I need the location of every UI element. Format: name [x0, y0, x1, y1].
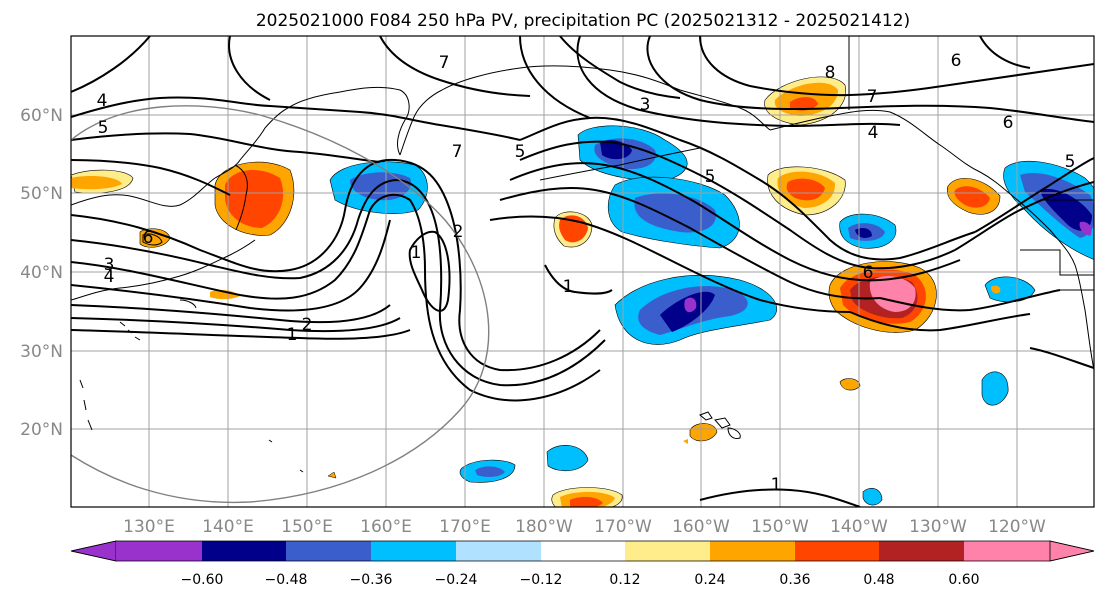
colorbar-low-extend	[70, 540, 117, 562]
lon-label: 180°W	[515, 517, 573, 537]
contour-label: 2	[453, 222, 464, 242]
colorbar-tick-label: −0.48	[265, 572, 308, 588]
contour-label: 4	[104, 267, 115, 287]
colorbar-high-extend	[1049, 540, 1095, 562]
contour-label: 1	[411, 243, 422, 263]
contour-label: 2	[302, 315, 313, 335]
contour-label: 6	[143, 228, 154, 248]
colorbar-tick-label: 0.48	[863, 572, 894, 588]
colorbar-tick-label: 0.60	[948, 572, 979, 588]
lon-label: 170°E	[439, 517, 491, 537]
lon-label: 160°E	[360, 517, 412, 537]
contour-label: 4	[868, 123, 879, 143]
lat-label: 50°N	[20, 184, 63, 204]
colorbar-tick-label: −0.12	[520, 572, 563, 588]
colorbar-segment	[879, 541, 964, 561]
precip-positive-blobs	[71, 76, 1001, 507]
contour-label: 6	[863, 263, 874, 283]
map-area: 4 5 7 5 5 3 8 7 4 6 6 5 6 3 4 1 2 1 7 2 …	[71, 36, 1094, 507]
contour-label: 3	[104, 255, 115, 275]
colorbar-segment	[710, 541, 795, 561]
coastlines	[71, 36, 1094, 473]
projection-circle	[71, 105, 490, 504]
lon-label: 150°W	[751, 517, 809, 537]
colorbar: −0.60 −0.48 −0.36 −0.24 −0.12 0.12 0.24 …	[70, 540, 1095, 588]
map-frame	[70, 35, 1095, 508]
contour-label: 5	[705, 167, 716, 187]
lon-label: 170°W	[594, 517, 652, 537]
lon-label: 150°E	[281, 517, 333, 537]
colorbar-segment	[795, 541, 879, 561]
contour-label: 7	[867, 87, 878, 107]
colorbar-segment	[964, 541, 1050, 561]
contour-label: 4	[97, 91, 108, 111]
colorbar-segment	[371, 541, 456, 561]
contour-label: 5	[98, 118, 109, 138]
contour-label: 5	[1065, 152, 1076, 172]
contour-labels: 4 5 7 5 5 3 8 7 4 6 6 5 6 3 4 1 2 1 7 2 …	[97, 51, 1076, 495]
pv-contours	[71, 36, 1094, 507]
lon-label: 140°W	[830, 517, 888, 537]
colorbar-tick-label: 0.12	[609, 572, 640, 588]
colorbar-segment	[541, 541, 625, 561]
colorbar-tick-label: 0.24	[694, 572, 725, 588]
contour-label: 6	[1003, 113, 1014, 133]
colorbar-segment	[456, 541, 541, 561]
contour-label: 5	[515, 142, 526, 162]
lon-label: 130°W	[909, 517, 967, 537]
colorbar-tick-label: −0.24	[435, 572, 478, 588]
contour-label: 6	[951, 51, 962, 71]
contour-label: 7	[439, 53, 450, 73]
contour-label: 8	[825, 63, 836, 83]
lon-label: 120°W	[988, 517, 1046, 537]
longitude-labels: 130°E 140°E 150°E 160°E 170°E 180°W 170°…	[123, 517, 1046, 537]
colorbar-segment	[116, 541, 202, 561]
contour-label: 1	[287, 325, 298, 345]
colorbar-tick-label: 0.36	[779, 572, 810, 588]
colorbar-segment	[202, 541, 286, 561]
lon-label: 140°E	[202, 517, 254, 537]
colorbar-tick-label: −0.36	[350, 572, 393, 588]
colorbar-outline	[70, 540, 1095, 562]
contour-label: 7	[452, 142, 463, 162]
contour-label: 1	[563, 277, 574, 297]
latitude-labels: 60°N 50°N 40°N 30°N 20°N	[20, 106, 63, 440]
contour-label: 3	[640, 95, 651, 115]
lat-label: 30°N	[20, 342, 63, 362]
colorbar-segment	[625, 541, 710, 561]
contour-label: 1	[771, 475, 782, 495]
colorbar-segment	[286, 541, 371, 561]
colorbar-tick-label: −0.60	[181, 572, 224, 588]
lat-label: 40°N	[20, 263, 63, 283]
lon-label: 160°W	[672, 517, 730, 537]
lat-label: 60°N	[20, 106, 63, 126]
lat-label: 20°N	[20, 420, 63, 440]
lon-label: 130°E	[123, 517, 175, 537]
graticule	[71, 36, 1094, 507]
map-title: 2025021000 F084 250 hPa PV, precipitatio…	[256, 11, 910, 31]
